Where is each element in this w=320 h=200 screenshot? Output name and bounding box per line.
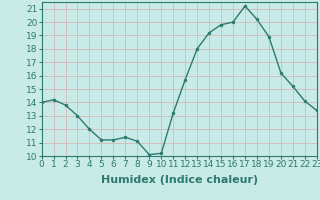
- X-axis label: Humidex (Indice chaleur): Humidex (Indice chaleur): [100, 175, 258, 185]
